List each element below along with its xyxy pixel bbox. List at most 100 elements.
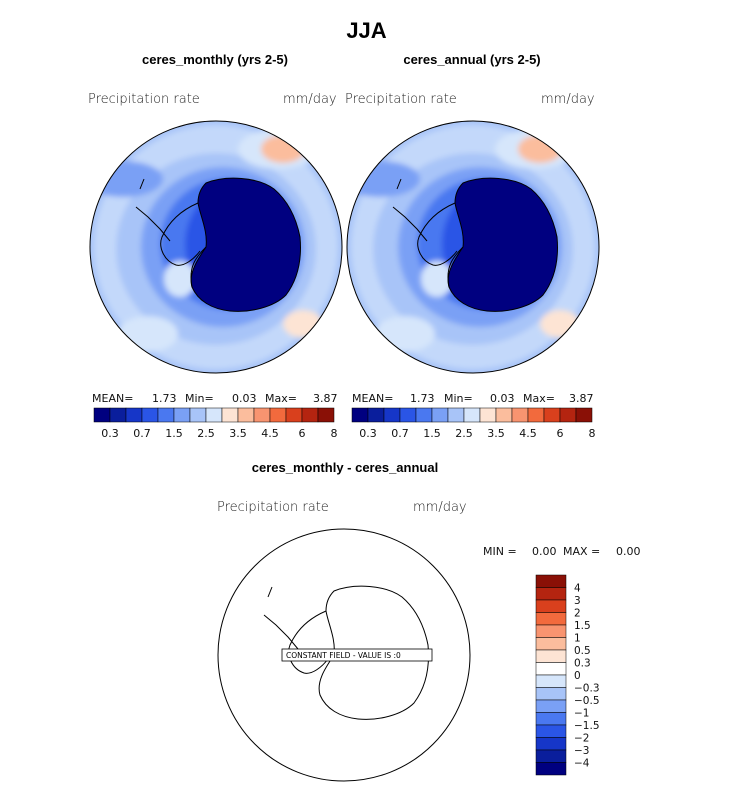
colorbar-swatch (447, 407, 465, 423)
colorbar-tick-label: −3 (574, 745, 589, 757)
panel-3-map: CONSTANT FIELD - VALUE IS :0 (217, 528, 471, 782)
panel-2-title: ceres_annual (yrs 2-5) (403, 52, 541, 67)
panel-1-units: mm/day (283, 92, 337, 107)
panel-2-min-label: Min= (444, 392, 473, 405)
colorbar-swatch (463, 407, 481, 423)
colorbar-swatch (511, 407, 529, 423)
panel-2-max-value: 3.87 (569, 392, 594, 405)
colorbar-tick-label: 3.5 (229, 427, 247, 440)
colorbar-swatch (285, 407, 303, 423)
colorbar-tick-label: 3 (574, 595, 581, 607)
panel-1-mean-label: MEAN= (92, 392, 134, 405)
colorbar-swatch (221, 407, 239, 423)
colorbar-swatch (173, 407, 191, 423)
colorbar-tick-label: 0.7 (391, 427, 409, 440)
colorbar-tick-label: 0.5 (574, 645, 591, 657)
colorbar-swatch (575, 407, 593, 423)
colorbar-tick-label: 6 (557, 427, 564, 440)
panel-3-min-value: 0.00 (532, 545, 557, 558)
panel-2-min-value: 0.03 (490, 392, 515, 405)
colorbar-swatch (535, 612, 567, 626)
colorbar-swatch (269, 407, 287, 423)
colorbar-swatch (205, 407, 223, 423)
panel-2-variable: Precipitation rate (345, 92, 457, 107)
colorbar-swatch (559, 407, 577, 423)
colorbar-tick-label: 1.5 (423, 427, 441, 440)
colorbar-swatch (237, 407, 255, 423)
colorbar-swatch (535, 637, 567, 651)
colorbar-swatch (535, 649, 567, 663)
colorbar-swatch (253, 407, 271, 423)
colorbar-tick-label: 1.5 (574, 620, 591, 632)
panel-3-min-label: MIN = (483, 545, 517, 558)
colorbar-tick-label: 1.5 (165, 427, 183, 440)
colorbar-swatch (351, 407, 369, 423)
colorbar-swatch (535, 712, 567, 726)
colorbar-swatch (535, 662, 567, 676)
colorbar-tick-label: 2.5 (197, 427, 215, 440)
colorbar-swatch (367, 407, 385, 423)
colorbar-swatch (141, 407, 159, 423)
colorbar-swatch (535, 724, 567, 738)
colorbar-tick-label: −1.5 (574, 720, 600, 732)
colorbar-swatch (535, 599, 567, 613)
panel-3-variable: Precipitation rate (217, 500, 329, 515)
panel-1-min-value: 0.03 (232, 392, 257, 405)
colorbar-tick-label: 0 (574, 670, 581, 682)
colorbar-swatch (535, 699, 567, 713)
panel-1-max-label: Max= (265, 392, 297, 405)
panel-3-units: mm/day (413, 500, 467, 515)
panel-2-max-label: Max= (523, 392, 555, 405)
colorbar-swatch (543, 407, 561, 423)
colorbar-swatch (535, 574, 567, 588)
panel-1-map (89, 120, 343, 374)
colorbar-tick-label: 0.3 (101, 427, 119, 440)
colorbar-tick-label: 2 (574, 608, 581, 620)
colorbar-swatch (527, 407, 545, 423)
colorbar-swatch (125, 407, 143, 423)
colorbar-tick-label: 1 (574, 633, 581, 645)
colorbar-tick-label: 8 (589, 427, 596, 440)
panel-1-colorbar: 0.3 0.7 1.5 2.5 3.5 4.5 6 8 (93, 407, 338, 440)
colorbar-swatch (495, 407, 513, 423)
colorbar-tick-label: 0.3 (359, 427, 377, 440)
colorbar-swatch (93, 407, 111, 423)
colorbar-swatch (301, 407, 319, 423)
colorbar-tick-label: 2.5 (455, 427, 473, 440)
panel-2-map (346, 120, 600, 374)
constant-field-box (281, 648, 433, 662)
colorbar-tick-label: 4.5 (519, 427, 537, 440)
panel-2-mean-value: 1.73 (410, 392, 435, 405)
colorbar-swatch (535, 687, 567, 701)
colorbar-tick-label: −4 (574, 758, 590, 770)
panel-1-variable: Precipitation rate (88, 92, 200, 107)
panel-1-max-value: 3.87 (313, 392, 338, 405)
panel-1-title: ceres_monthly (yrs 2-5) (142, 52, 288, 67)
page-title: JJA (346, 18, 387, 43)
panel-3-max-label: MAX = (563, 545, 601, 558)
colorbar-swatch (189, 407, 207, 423)
colorbar-swatch (535, 737, 567, 751)
colorbar-tick-label: 8 (331, 427, 338, 440)
colorbar-swatch (479, 407, 497, 423)
colorbar-tick-label: 4.5 (261, 427, 279, 440)
constant-field-annotation: CONSTANT FIELD - VALUE IS :0 (286, 651, 401, 660)
panel-2-mean-label: MEAN= (352, 392, 394, 405)
colorbar-swatch (431, 407, 449, 423)
colorbar-swatch (109, 407, 127, 423)
colorbar-tick-label: −1 (574, 708, 589, 720)
colorbar-swatch (535, 674, 567, 688)
colorbar-tick-label: −2 (574, 733, 589, 745)
colorbar-swatch (415, 407, 433, 423)
colorbar-swatch (535, 624, 567, 638)
panel-2-units: mm/day (541, 92, 595, 107)
colorbar-swatch (317, 407, 335, 423)
colorbar-swatch (157, 407, 175, 423)
colorbar-tick-label: 0.3 (574, 658, 591, 670)
colorbar-tick-label: −0.3 (574, 683, 600, 695)
colorbar-tick-label: −0.5 (574, 695, 600, 707)
panel-3-max-value: 0.00 (616, 545, 641, 558)
panel-3-title: ceres_monthly - ceres_annual (251, 460, 439, 475)
colorbar-swatch (535, 762, 567, 776)
